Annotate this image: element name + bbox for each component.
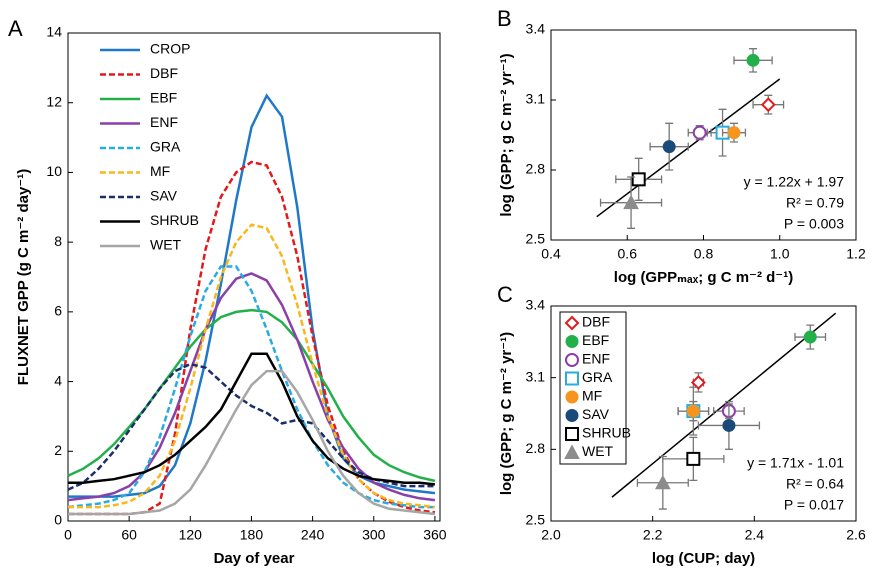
y-tick-label: 6 <box>54 303 62 319</box>
y-tick-label: 10 <box>46 163 62 179</box>
point <box>803 330 817 344</box>
y-tick-label: 2 <box>54 442 62 458</box>
legend-marker <box>565 427 579 441</box>
point <box>662 140 676 154</box>
series-line <box>67 362 435 491</box>
series-line <box>68 369 436 516</box>
y-tick-label: 0 <box>54 512 62 528</box>
legend-label: DBF <box>582 314 610 330</box>
legend-label: SAV <box>150 188 178 204</box>
legend-label: EBF <box>150 90 177 106</box>
x-tick-label: 120 <box>179 527 203 543</box>
y-tick-label: 3.4 <box>526 297 546 313</box>
x-tick-label: 0 <box>64 527 72 543</box>
legend-label: CROP <box>150 41 190 57</box>
x-tick-label: 360 <box>423 527 447 543</box>
series-line <box>67 308 436 483</box>
point <box>722 418 736 432</box>
point <box>623 194 639 210</box>
y-tick-label: 3.1 <box>526 368 546 384</box>
x-tick-label: 180 <box>240 527 264 543</box>
legend-label: GRA <box>150 139 181 155</box>
legend-marker <box>564 444 580 459</box>
x-tick-label: 1.2 <box>846 246 866 262</box>
x-tick-label: 2.0 <box>541 527 561 543</box>
annotation: P = 0.017 <box>784 497 844 513</box>
y-tick-label: 2.5 <box>526 231 546 247</box>
legend-label: WET <box>150 237 182 253</box>
panel-label: C <box>497 282 513 307</box>
legend-marker <box>565 371 579 386</box>
x-tick-label: 300 <box>362 527 386 543</box>
point <box>746 53 760 67</box>
legend-label: SAV <box>582 406 610 422</box>
x-tick-label: 2.2 <box>643 527 663 543</box>
y-tick-label: 3.1 <box>526 91 546 107</box>
x-tick-label: 240 <box>301 527 325 543</box>
x-tick-label: 0.8 <box>694 246 714 262</box>
point <box>631 172 646 187</box>
legend-label: EBF <box>582 332 609 348</box>
x-tick-label: 60 <box>121 527 137 543</box>
y-tick-label: 12 <box>46 93 62 109</box>
point <box>692 125 707 140</box>
series-line <box>68 223 436 509</box>
series-line <box>68 160 436 516</box>
legend-label: MF <box>582 388 602 404</box>
series-line <box>67 265 435 509</box>
point <box>691 375 706 390</box>
point <box>686 451 701 466</box>
annotation: R² = 0.64 <box>786 476 844 492</box>
x-tick-label: 2.6 <box>846 527 866 543</box>
y-tick-label: 8 <box>54 233 62 249</box>
annotation: y = 1.22x + 1.97 <box>744 174 845 190</box>
y-tick-label: 2.5 <box>526 512 546 528</box>
panel-label: B <box>497 6 512 31</box>
legend-label: SHRUB <box>150 212 199 228</box>
y-tick-label: 3.4 <box>526 21 546 37</box>
point <box>686 404 700 418</box>
panel-label: A <box>8 16 23 41</box>
y-tick-label: 2.8 <box>526 440 546 456</box>
plot-frame <box>550 305 857 522</box>
annotation: R² = 0.79 <box>786 195 844 211</box>
point <box>654 474 671 490</box>
legend-label: SHRUB <box>582 425 631 441</box>
y-axis-label: log (GPP; g C m⁻² yr⁻¹) <box>498 53 515 216</box>
y-tick-label: 2.8 <box>526 161 546 177</box>
x-tick-label: 2.4 <box>745 527 765 543</box>
x-axis-label: log (CUP; day) <box>652 550 755 567</box>
legend-marker <box>565 390 579 404</box>
y-tick-label: 4 <box>54 372 62 388</box>
series-line <box>67 272 436 502</box>
y-tick-label: 14 <box>46 24 62 40</box>
annotation: P = 0.003 <box>784 216 844 232</box>
x-axis-label: log (GPPₘₐₓ; g C m⁻² d⁻¹) <box>614 269 793 286</box>
legend-label: ENF <box>150 114 178 130</box>
legend-label: MF <box>150 163 170 179</box>
series-line <box>68 93 436 498</box>
fit-line <box>611 312 837 498</box>
legend-label: ENF <box>582 351 610 367</box>
y-axis-label: FLUXNET GPP (g C m⁻² day⁻¹) <box>15 169 32 385</box>
y-axis-label: log (GPP; g C m⁻² yr⁻¹) <box>498 332 515 495</box>
legend-marker <box>565 409 579 422</box>
series-line <box>68 352 436 486</box>
x-tick-label: 1.0 <box>770 246 790 262</box>
legend-marker <box>565 353 579 367</box>
legend-label: WET <box>582 443 614 459</box>
x-tick-label: 0.4 <box>541 246 561 262</box>
legend-label: DBF <box>150 65 178 81</box>
legend-label: GRA <box>582 369 613 385</box>
annotation: y = 1.71x - 1.01 <box>747 455 844 471</box>
legend-marker <box>564 315 580 331</box>
plot-frame <box>67 32 441 522</box>
legend-marker <box>565 335 579 348</box>
x-axis-label: Day of year <box>214 550 295 567</box>
x-tick-label: 0.6 <box>618 246 638 262</box>
point <box>727 126 741 140</box>
point <box>760 97 776 113</box>
